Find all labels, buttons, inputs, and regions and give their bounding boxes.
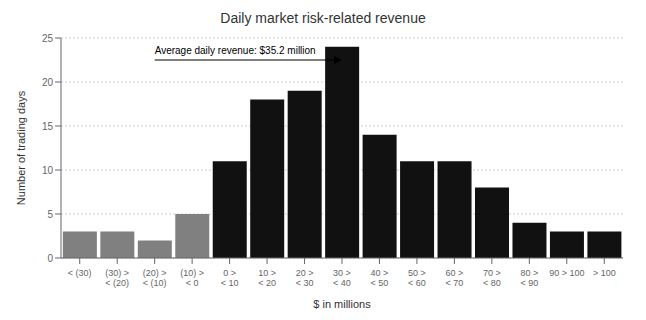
svg-text:80 >< 90: 80 >< 90 (520, 268, 538, 288)
svg-text:15: 15 (42, 121, 54, 132)
svg-text:< (30): < (30) (68, 268, 92, 278)
svg-text:Number of trading days: Number of trading days (15, 90, 27, 205)
svg-text:40 >< 50: 40 >< 50 (371, 268, 389, 288)
svg-text:30 >< 40: 30 >< 40 (333, 268, 351, 288)
svg-text:> 100: > 100 (593, 268, 616, 278)
svg-text:(10) >< 0: (10) >< 0 (180, 268, 204, 288)
svg-text:0 >< 10: 0 >< 10 (221, 268, 239, 288)
svg-text:(20) >< (10): (20) >< (10) (143, 268, 167, 288)
svg-text:60 >< 70: 60 >< 70 (446, 268, 464, 288)
svg-text:25: 25 (42, 33, 54, 44)
svg-text:Average daily revenue: $35.2 m: Average daily revenue: $35.2 million (155, 45, 316, 56)
svg-text:50 >< 60: 50 >< 60 (408, 268, 426, 288)
svg-text:10: 10 (42, 165, 54, 176)
svg-text:70 >< 80: 70 >< 80 (483, 268, 501, 288)
svg-text:20 >< 30: 20 >< 30 (296, 268, 314, 288)
svg-text:10 >< 20: 10 >< 20 (258, 268, 276, 288)
svg-text:$ in millions: $ in millions (313, 298, 371, 310)
svg-text:(30) >< (20): (30) >< (20) (105, 268, 129, 288)
html-text:Daily market risk-related reve: Daily market risk-related revenue (220, 10, 426, 26)
svg-text:20: 20 (42, 77, 54, 88)
svg-text:90 > 100: 90 > 100 (549, 268, 584, 278)
svg-text:5: 5 (47, 209, 53, 220)
svg-text:0: 0 (47, 253, 53, 264)
